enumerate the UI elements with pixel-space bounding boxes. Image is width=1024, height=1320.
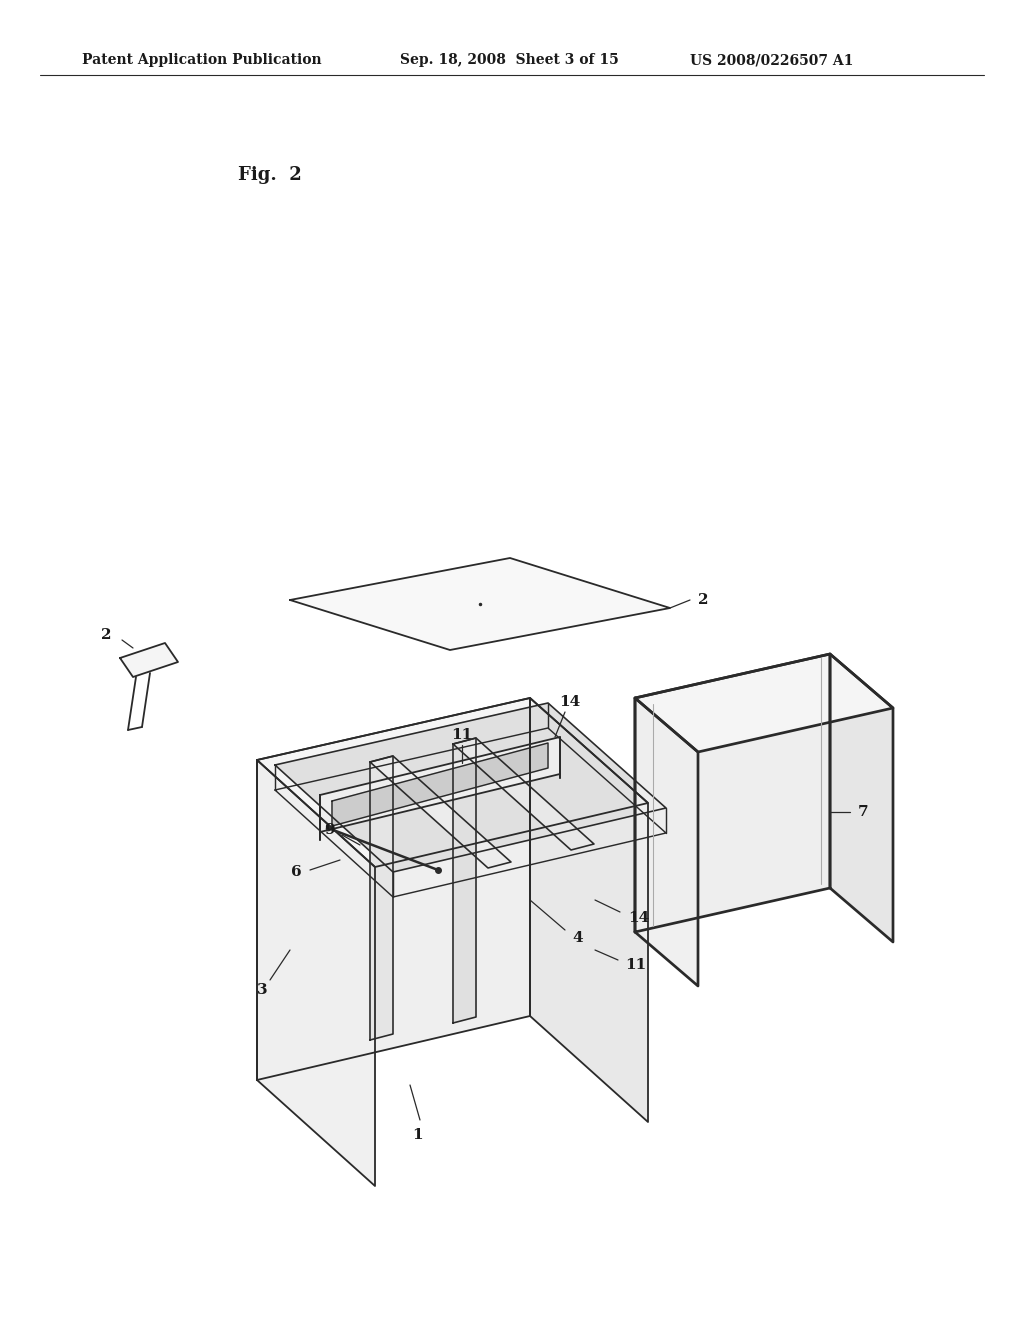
Text: 2: 2 (101, 628, 112, 642)
Text: Fig.  2: Fig. 2 (238, 166, 302, 183)
Text: Patent Application Publication: Patent Application Publication (82, 53, 322, 67)
Polygon shape (257, 760, 375, 1185)
Polygon shape (453, 738, 594, 850)
Text: US 2008/0226507 A1: US 2008/0226507 A1 (690, 53, 853, 67)
Text: 11: 11 (452, 729, 473, 742)
Polygon shape (257, 698, 530, 1080)
Polygon shape (370, 756, 511, 869)
Polygon shape (257, 698, 648, 867)
Polygon shape (319, 737, 560, 832)
Text: 11: 11 (625, 958, 646, 972)
Text: 3: 3 (257, 983, 267, 997)
Polygon shape (275, 704, 666, 873)
Polygon shape (120, 643, 178, 677)
Polygon shape (290, 558, 670, 649)
Text: 14: 14 (559, 696, 581, 709)
Polygon shape (453, 738, 476, 1023)
Text: 6: 6 (292, 865, 302, 879)
Polygon shape (370, 756, 393, 1040)
Polygon shape (332, 743, 548, 826)
Polygon shape (635, 653, 893, 752)
Text: 9: 9 (325, 822, 335, 837)
Polygon shape (530, 698, 648, 1122)
Text: 7: 7 (858, 805, 868, 818)
Text: 2: 2 (698, 593, 709, 607)
Polygon shape (830, 653, 893, 942)
Text: 14: 14 (628, 911, 649, 925)
Text: 1: 1 (413, 1129, 423, 1142)
Polygon shape (635, 698, 698, 986)
Text: 4: 4 (572, 931, 583, 945)
Text: Sep. 18, 2008  Sheet 3 of 15: Sep. 18, 2008 Sheet 3 of 15 (400, 53, 618, 67)
Polygon shape (635, 653, 830, 932)
